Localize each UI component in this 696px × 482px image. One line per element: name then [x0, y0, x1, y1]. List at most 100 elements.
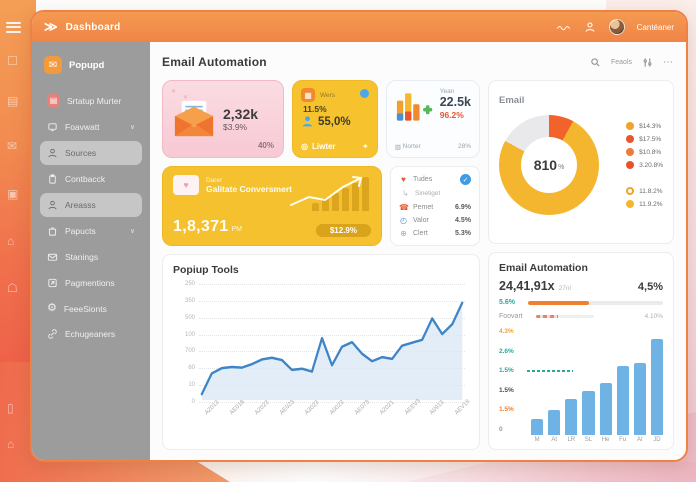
bar-column: M — [531, 328, 544, 443]
strip-shield-icon: ☖ — [7, 281, 18, 295]
calendar-icon: ▤ — [47, 94, 60, 107]
donut-center-unit: % — [558, 163, 565, 171]
list-item: ◴ Valor 4.5% — [399, 216, 471, 225]
bar — [565, 399, 578, 435]
donut-center: 810 % — [521, 137, 577, 193]
sidebar-item-stanings[interactable]: Stanings — [40, 245, 142, 269]
sidebar-item-exchanges[interactable]: Echugeaners — [40, 322, 142, 346]
legend-dot — [626, 200, 635, 208]
list-item: ⊕ Clert 5.3% — [399, 229, 471, 238]
bar — [633, 363, 646, 435]
y-tick-label: 350 — [184, 297, 195, 304]
sidebar-item-label: Papucts — [65, 226, 96, 236]
filter-icon[interactable] — [642, 57, 653, 68]
notification-icon[interactable] — [557, 20, 571, 34]
legend-label: $10.8% — [639, 148, 662, 156]
bar — [531, 419, 544, 435]
mini-chart-y-label: 0 — [499, 425, 503, 433]
more-icon[interactable]: ⋯ — [663, 56, 674, 68]
list-item-label: Sinetiget — [415, 190, 441, 198]
search-icon[interactable] — [590, 57, 601, 68]
bar-category-label: LR — [567, 437, 576, 443]
sidebar-item-foavwatt[interactable]: Foavwatt ∨ — [40, 115, 142, 139]
y-tick-label: 500 — [184, 314, 195, 321]
gear-icon: ⚙ — [47, 302, 57, 314]
sidebar-item-startup[interactable]: ▤ Srtatup Murter — [40, 88, 142, 113]
bar-category-label: AI — [636, 437, 643, 443]
sidebar-item-label: FeeeSionts — [63, 303, 107, 314]
sidebar-item-pagmentions[interactable]: Pagmentions — [40, 271, 142, 295]
bar-column: JD — [650, 328, 663, 443]
list-item-label: Valor — [413, 216, 429, 224]
target-icon: ◎ — [301, 142, 308, 151]
check-icon[interactable]: ✓ — [460, 174, 471, 185]
automation-title: Email Automation — [499, 262, 588, 274]
gridline — [199, 317, 465, 319]
bar-column: At — [548, 328, 561, 443]
foovart-label: Foovart — [499, 313, 523, 320]
legend-dot — [626, 148, 635, 156]
mini-chart-y-label: 2.6% — [499, 347, 514, 355]
avatar[interactable] — [608, 19, 625, 35]
gridline — [199, 300, 465, 302]
topbar: ≫ Dashboard Cantéaner — [32, 12, 686, 42]
year-value: 22.5k — [439, 95, 471, 109]
sidebar-item-sources[interactable]: Sources — [40, 141, 142, 165]
sidebar-item-settings[interactable]: ⚙ FeeeSionts — [40, 297, 142, 320]
emails-footer-value: 40% — [257, 141, 274, 150]
popup-tools-chart-card: Popiup Tools 250 350 500 100 700 60 10 0 A2013 A… — [162, 254, 480, 450]
arrow-box-icon — [48, 278, 57, 288]
list-item: ↳ Sinetiget — [399, 189, 471, 198]
bar-category-label: JD — [653, 437, 661, 443]
mini-chart-y-label: 1.5% — [499, 406, 514, 414]
app-title: Dashboard — [65, 21, 121, 33]
legend-label: 11.9.2% — [639, 200, 663, 208]
sidebar-item-label: Stanings — [65, 252, 99, 262]
legend-item: 11.8.2% — [626, 187, 663, 195]
mini-bars-ylabels: 4.3% 2.6% 1.5% 1.5% 1.5% 0 — [499, 328, 573, 443]
legend-label: 3.20.8% — [639, 161, 663, 169]
search-label: Feaols — [610, 58, 632, 66]
bar-category-label: SL — [584, 437, 593, 443]
sidebar-item-label: Srtatup Murter — [67, 95, 122, 106]
year-footer-label: Norter — [402, 143, 421, 150]
strip-home-icon: ⌂ — [7, 234, 15, 248]
mini-bar-chart: 4.3% 2.6% 1.5% 1.5% 1.5% 0 M At LR SL He Fu AI JD — [499, 328, 663, 443]
strip-door-icon: ▯ — [7, 401, 14, 415]
conversion-small-label: Darer — [206, 176, 223, 184]
norter-icon: ▥ — [394, 144, 403, 151]
sidebar-item-label: Sources — [65, 148, 97, 158]
members-top-label: Wers — [320, 91, 336, 99]
y-tick-label: 250 — [184, 281, 195, 287]
gridline — [199, 402, 465, 403]
list-item-label: Tudes — [413, 176, 433, 183]
sidebar-item-products[interactable]: Papucts ∨ — [40, 219, 142, 243]
line-chart: 250 350 500 100 700 60 10 0 A2013 AE018 A2023 AE02… — [173, 281, 472, 443]
bar-column: He — [599, 328, 612, 443]
bar-column: AI — [633, 328, 646, 443]
sidebar-item-contacts[interactable]: Contbacck — [40, 167, 142, 191]
legend-label: $17.5% — [639, 135, 662, 143]
members-percent: 11.5% — [303, 104, 327, 114]
bar — [650, 339, 663, 435]
year-footer-value: 28% — [457, 143, 471, 150]
email-donut-card: Email 810 % $14.3% $ — [488, 80, 674, 244]
legend-item: 11.9.2% — [626, 200, 663, 208]
email-donut: 810 % — [499, 115, 599, 215]
foovart-progress-bar — [536, 315, 594, 318]
phone-icon: ☎ — [399, 202, 409, 212]
foovart-value: 4.10% — [644, 313, 663, 320]
list-item-label: Clert — [413, 230, 428, 237]
brand-label: Popupd — [69, 59, 105, 71]
line-chart-yticks: 250 350 500 100 700 60 10 0 — [185, 281, 465, 405]
bar-column: SL — [582, 328, 595, 443]
target-marker-line — [527, 370, 573, 373]
hamburger-icon[interactable] — [6, 19, 21, 35]
legend-label: $14.3% — [639, 122, 662, 130]
conversion-value: 1,8,371 — [173, 218, 229, 235]
sidebar-item-label: Areasss — [65, 200, 96, 210]
user-icon[interactable] — [583, 20, 597, 34]
sidebar: ✉ Popupd ▤ Srtatup Murter Foavwatt ∨ Sou… — [32, 42, 150, 460]
sidebar-item-areas[interactable]: Areasss — [40, 193, 142, 217]
